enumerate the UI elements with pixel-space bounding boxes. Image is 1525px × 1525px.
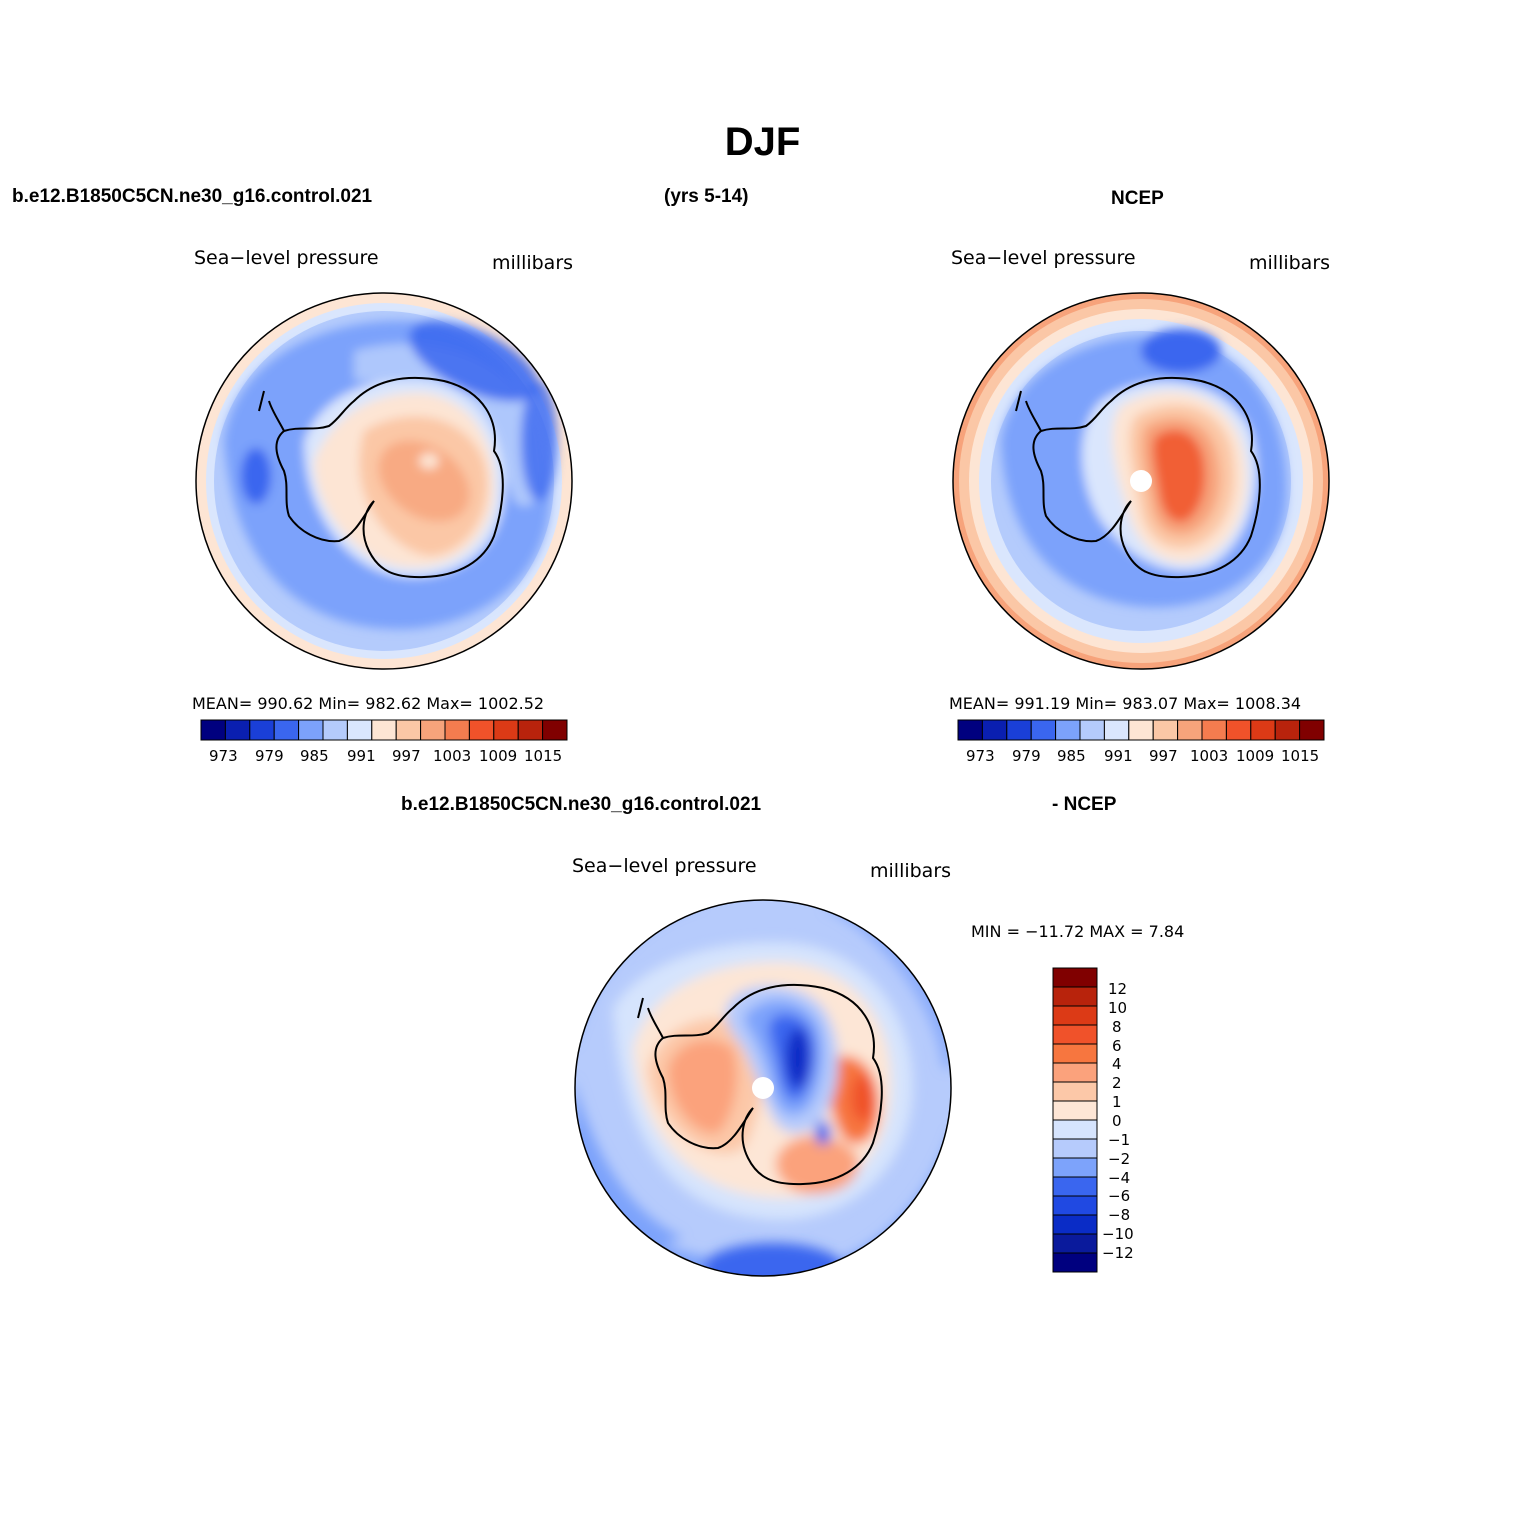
model-colorbar-box — [542, 719, 568, 741]
diff-variable-label: Sea−level pressure — [572, 855, 757, 877]
diff-colorbar-box — [1052, 1081, 1098, 1102]
diff-colorbar-box — [1052, 1005, 1098, 1026]
diff-colorbar-tick: −2 — [1108, 1150, 1131, 1168]
obs-colorbar — [957, 719, 1325, 741]
diff-colorbar-box — [1052, 1043, 1098, 1064]
obs-colorbar-box — [957, 719, 983, 741]
obs-stats-label: MEAN= 991.19 Min= 983.07 Max= 1008.34 — [949, 694, 1302, 713]
diff-stats-label: MIN = −11.72 MAX = 7.84 — [971, 922, 1185, 941]
model-colorbar-box — [517, 719, 544, 741]
model-colorbar-box — [444, 719, 470, 741]
obs-colorbar-box — [1299, 719, 1325, 741]
figure-title: DJF — [724, 120, 801, 164]
diff-colorbar — [1052, 967, 1098, 1273]
obs-colorbar-box — [1128, 719, 1154, 741]
diff-obs-label: - NCEP — [1052, 794, 1117, 815]
diff-case-label: b.e12.B1850C5CN.ne30_g16.control.021 — [401, 794, 762, 815]
diff-colorbar-tick: −4 — [1108, 1169, 1131, 1187]
obs-colorbar-box — [1152, 719, 1179, 741]
obs-colorbar-tick: 997 — [1149, 747, 1178, 765]
model-colorbar-tick: 985 — [300, 747, 329, 765]
diff-colorbar-box — [1052, 1119, 1098, 1140]
obs-colorbar-tick: 1015 — [1281, 747, 1320, 765]
obs-units-label: millibars — [1249, 252, 1331, 274]
model-colorbar-box — [273, 719, 300, 741]
model-colorbar-tick: 1009 — [479, 747, 518, 765]
model-colorbar-box — [493, 719, 519, 741]
diff-colorbar-box — [1052, 1252, 1098, 1273]
diff-colorbar-tick: 2 — [1112, 1074, 1122, 1092]
model-colorbar-box — [371, 719, 397, 741]
diff-colorbar-tick: 0 — [1112, 1112, 1122, 1130]
diff-colorbar-tick: 8 — [1112, 1018, 1122, 1036]
diff-colorbar-box — [1052, 1176, 1098, 1197]
diff-colorbar-box — [1052, 1062, 1098, 1083]
model-map — [195, 292, 573, 670]
diff-colorbar-tick: −10 — [1102, 1225, 1134, 1243]
diff-colorbar-box — [1052, 1100, 1098, 1121]
obs-colorbar-tick: 991 — [1104, 747, 1133, 765]
model-colorbar-box — [346, 719, 373, 741]
obs-colorbar-box — [1177, 719, 1203, 741]
diff-colorbar-box — [1052, 1138, 1098, 1159]
model-colorbar-tick: 991 — [347, 747, 376, 765]
obs-colorbar-box — [1225, 719, 1252, 741]
model-colorbar-box — [224, 719, 251, 741]
obs-colorbar-box — [1103, 719, 1130, 741]
years-label: (yrs 5-14) — [664, 186, 749, 207]
diff-colorbar-tick: −1 — [1108, 1131, 1131, 1149]
model-colorbar-tick: 979 — [255, 747, 284, 765]
model-colorbar-box — [200, 719, 226, 741]
model-colorbar-box — [298, 719, 324, 741]
obs-colorbar-tick: 985 — [1057, 747, 1086, 765]
diff-colorbar-box — [1052, 967, 1098, 988]
model-units-label: millibars — [492, 252, 574, 274]
obs-colorbar-box — [1250, 719, 1276, 741]
obs-colorbar-box — [1079, 719, 1105, 741]
model-colorbar-tick: 973 — [209, 747, 238, 765]
diff-colorbar-box — [1052, 1214, 1098, 1235]
model-colorbar-tick: 997 — [392, 747, 421, 765]
diff-colorbar-tick: 6 — [1112, 1037, 1122, 1055]
model-colorbar — [200, 719, 568, 741]
obs-colorbar-box — [1030, 719, 1057, 741]
obs-colorbar-tick: 979 — [1012, 747, 1041, 765]
diff-map — [574, 899, 952, 1277]
model-colorbar-box — [395, 719, 422, 741]
obs-colorbar-tick: 1003 — [1190, 747, 1229, 765]
model-colorbar-tick: 1015 — [524, 747, 563, 765]
obs-colorbar-box — [1006, 719, 1032, 741]
diff-colorbar-tick: 12 — [1108, 980, 1128, 998]
diff-units-label: millibars — [870, 860, 952, 882]
model-variable-label: Sea−level pressure — [194, 247, 379, 269]
diff-colorbar-tick: 1 — [1112, 1093, 1122, 1111]
model-stats-label: MEAN= 990.62 Min= 982.62 Max= 1002.52 — [192, 694, 545, 713]
obs-colorbar-box — [1201, 719, 1227, 741]
obs-map — [952, 292, 1330, 670]
diff-colorbar-tick: 10 — [1108, 999, 1128, 1017]
model-colorbar-box — [322, 719, 348, 741]
obs-colorbar-tick: 973 — [966, 747, 995, 765]
obs-colorbar-box — [981, 719, 1008, 741]
obs-variable-label: Sea−level pressure — [951, 247, 1136, 269]
model-colorbar-tick: 1003 — [433, 747, 472, 765]
diff-colorbar-box — [1052, 1157, 1098, 1178]
model-colorbar-box — [420, 719, 446, 741]
model-colorbar-box — [468, 719, 495, 741]
obs-colorbar-box — [1055, 719, 1081, 741]
diff-colorbar-box — [1052, 1233, 1098, 1254]
obs-colorbar-tick: 1009 — [1236, 747, 1275, 765]
diff-colorbar-tick: −8 — [1108, 1206, 1131, 1224]
case-name-label: b.e12.B1850C5CN.ne30_g16.control.021 — [12, 186, 373, 207]
model-colorbar-box — [249, 719, 275, 741]
diff-colorbar-tick: −6 — [1108, 1187, 1131, 1205]
diff-colorbar-tick: 4 — [1112, 1055, 1122, 1073]
diff-colorbar-box — [1052, 1195, 1098, 1216]
obs-colorbar-box — [1274, 719, 1301, 741]
diff-colorbar-tick: −12 — [1102, 1244, 1134, 1262]
diff-colorbar-box — [1052, 1024, 1098, 1045]
obs-name-label: NCEP — [1111, 188, 1164, 209]
diff-colorbar-box — [1052, 986, 1098, 1007]
